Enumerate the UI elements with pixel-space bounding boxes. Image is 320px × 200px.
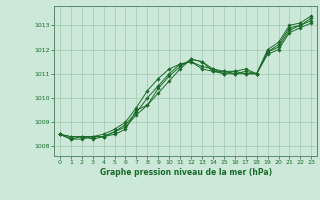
X-axis label: Graphe pression niveau de la mer (hPa): Graphe pression niveau de la mer (hPa) [100, 168, 272, 177]
